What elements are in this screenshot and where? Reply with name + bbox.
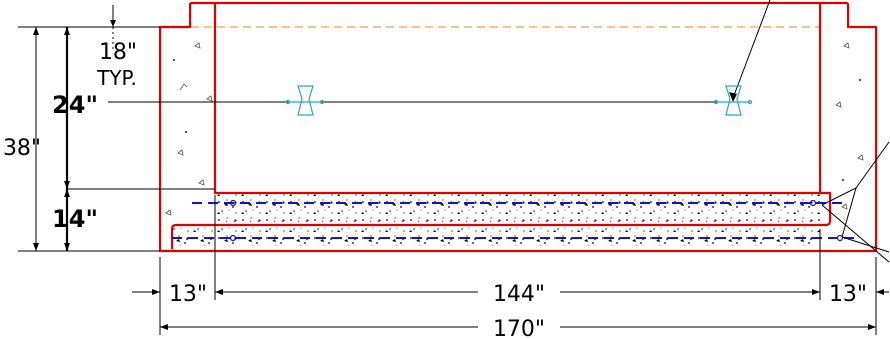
lifting-anchor-left (285, 85, 325, 116)
rebar-lines (172, 202, 860, 239)
concrete-hatch (172, 193, 820, 246)
lifting-anchor-right (713, 85, 753, 116)
dim-144: 144" (493, 282, 545, 307)
dim-18-typ: 18" (99, 40, 137, 65)
wall-aggregate-marks (165, 42, 864, 216)
dim-13-right: 13" (829, 282, 867, 307)
dim-38: 38" (3, 136, 41, 161)
dim-170: 170" (493, 317, 545, 339)
rebar-section-dots (229, 199, 844, 242)
section-outline (158, 1, 878, 253)
horizontal-dimension-lines (132, 195, 889, 335)
dim-14: 14" (52, 205, 98, 233)
leader-arrowhead (729, 92, 737, 102)
dim-typ-note: TYP. (96, 66, 137, 90)
vertical-dimension-lines (18, 5, 215, 252)
dim-24: 24" (52, 91, 98, 119)
dim-13-left: 13" (169, 282, 207, 307)
leader-lines (732, 0, 890, 263)
